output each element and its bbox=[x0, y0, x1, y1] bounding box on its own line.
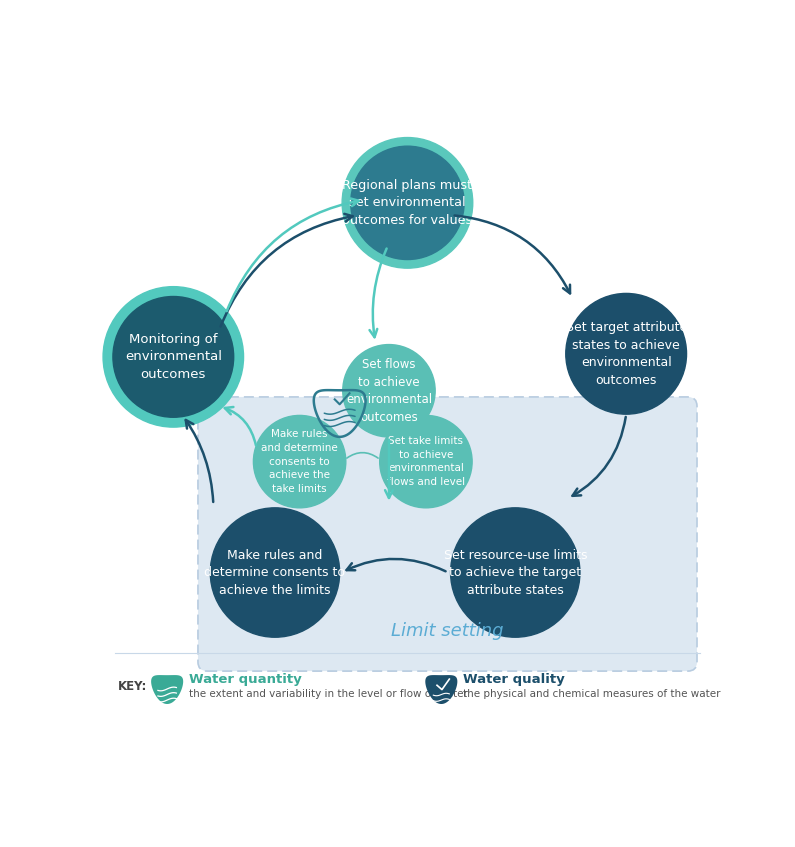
Circle shape bbox=[113, 296, 234, 418]
Text: Monitoring of
environmental
outcomes: Monitoring of environmental outcomes bbox=[125, 333, 222, 381]
Circle shape bbox=[254, 415, 346, 508]
Text: Make rules
and determine
consents to
achieve the
take limits: Make rules and determine consents to ach… bbox=[262, 429, 338, 494]
Polygon shape bbox=[425, 675, 457, 704]
Circle shape bbox=[566, 293, 687, 414]
Text: KEY:: KEY: bbox=[118, 680, 147, 693]
Circle shape bbox=[342, 137, 473, 268]
Circle shape bbox=[380, 415, 472, 508]
Text: Set target attribute
states to achieve
environmental
outcomes: Set target attribute states to achieve e… bbox=[565, 321, 687, 386]
Text: Make rules and
determine consents to
achieve the limits: Make rules and determine consents to ach… bbox=[204, 549, 346, 596]
Circle shape bbox=[210, 508, 339, 637]
Text: Water quantity: Water quantity bbox=[188, 673, 301, 685]
Text: Set flows
to achieve
environmental
outcomes: Set flows to achieve environmental outco… bbox=[346, 358, 432, 424]
Text: Set take limits
to achieve
environmental
flows and level: Set take limits to achieve environmental… bbox=[387, 436, 465, 487]
Text: the extent and variability in the level or flow of water: the extent and variability in the level … bbox=[188, 689, 467, 699]
Text: Water quality: Water quality bbox=[463, 673, 564, 685]
FancyBboxPatch shape bbox=[198, 397, 697, 671]
Text: Regional plans must
set environmental
outcomes for values: Regional plans must set environmental ou… bbox=[343, 179, 472, 227]
Circle shape bbox=[103, 286, 243, 427]
Text: the physical and chemical measures of the water: the physical and chemical measures of th… bbox=[463, 689, 720, 699]
Circle shape bbox=[451, 508, 580, 637]
Polygon shape bbox=[151, 675, 183, 704]
Circle shape bbox=[343, 345, 435, 437]
Circle shape bbox=[351, 147, 464, 259]
Text: Limit setting: Limit setting bbox=[391, 622, 504, 640]
Text: Set resource-use limits
to achieve the target
attribute states: Set resource-use limits to achieve the t… bbox=[444, 549, 587, 596]
